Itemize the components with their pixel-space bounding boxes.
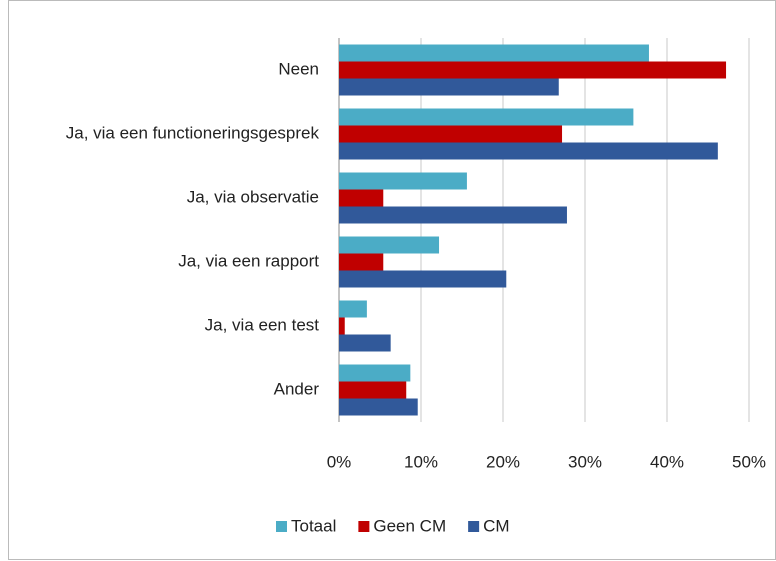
- legend-swatch: [358, 521, 370, 532]
- bar: [339, 300, 367, 318]
- bar: [339, 61, 727, 79]
- x-tick-label: 30%: [568, 452, 602, 471]
- bar: [339, 172, 467, 190]
- bar: [339, 236, 440, 254]
- bar: [339, 381, 407, 399]
- y-tick-label: Ja, via een functioneringsgesprek: [66, 123, 320, 142]
- y-tick-label: Ja, via observatie: [187, 187, 319, 206]
- y-tick-label: Ja, via een rapport: [178, 251, 319, 270]
- bar: [339, 270, 507, 288]
- legend-swatch: [276, 521, 287, 532]
- x-tick-label: 10%: [404, 452, 438, 471]
- bar: [339, 142, 718, 160]
- legend-label: CM: [483, 516, 509, 535]
- y-tick-label: Ja, via een test: [205, 315, 320, 334]
- y-tick-label: Neen: [278, 59, 319, 78]
- bar: [339, 317, 345, 335]
- bar: [339, 189, 384, 207]
- bar: [339, 253, 384, 271]
- bar: [339, 334, 391, 352]
- bar: [339, 44, 649, 62]
- bar: [339, 398, 418, 416]
- y-tick-label: Ander: [274, 379, 320, 398]
- bar: [339, 78, 559, 96]
- x-tick-label: 40%: [650, 452, 684, 471]
- bar: [339, 206, 567, 224]
- legend-label: Geen CM: [373, 516, 446, 535]
- bar: [339, 364, 411, 382]
- bar: [339, 125, 563, 143]
- x-tick-label: 50%: [732, 452, 766, 471]
- bar: [339, 108, 634, 126]
- legend-swatch: [468, 521, 480, 532]
- x-tick-label: 0%: [327, 452, 352, 471]
- legend-label: Totaal: [291, 516, 336, 535]
- x-tick-label: 20%: [486, 452, 520, 471]
